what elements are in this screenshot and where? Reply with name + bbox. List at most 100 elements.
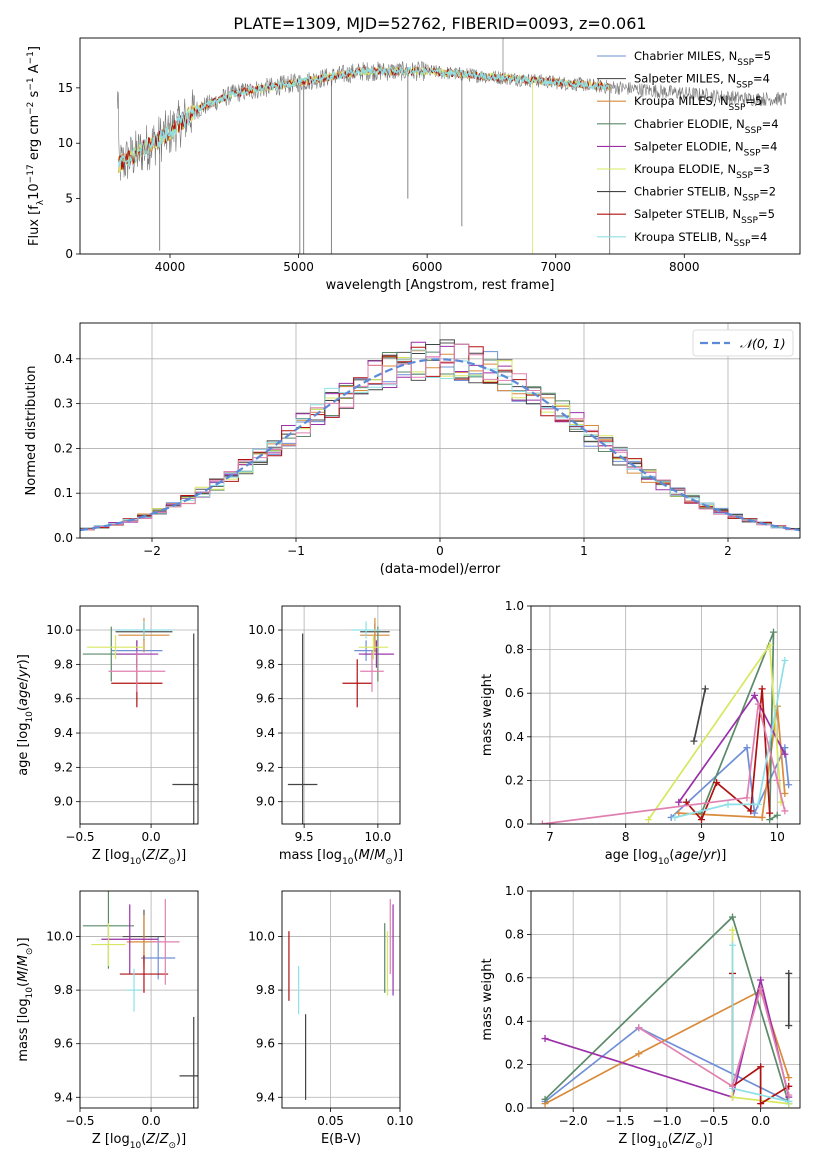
y-tick-label: 0.8 <box>505 643 524 657</box>
y-tick-label: 10.0 <box>46 930 73 944</box>
x-tick-label: −2.0 <box>559 1114 588 1128</box>
x-axis-label: Z [log10(Z/Z⊙)] <box>92 848 186 867</box>
legend-entry: Chabrier MILES, NSSP=5 <box>634 49 771 68</box>
x-tick-label: −0.5 <box>699 1114 728 1128</box>
weight-series <box>638 985 790 1096</box>
weight-point <box>729 941 737 949</box>
plot-area-residuals <box>80 339 800 538</box>
y-tick-label: 0.4 <box>54 352 73 366</box>
x-axis-label: mass [log10(M/M⊙)] <box>279 848 403 867</box>
axes-frame <box>79 605 199 825</box>
weight-point <box>754 700 762 708</box>
y-tick-label: 9.6 <box>256 1037 275 1051</box>
y-tick-label: 10.0 <box>46 623 73 637</box>
y-tick-label: 9.8 <box>256 657 275 671</box>
weight-point <box>690 737 698 745</box>
weight-point <box>785 781 793 789</box>
weight-point <box>754 800 762 808</box>
x-axis-label: E(B-V) <box>321 1132 361 1147</box>
axes-frame <box>281 890 401 1109</box>
weight-point <box>675 809 683 817</box>
x-tick-label: 10 <box>770 830 785 844</box>
weight-point <box>538 820 546 824</box>
x-axis-label: Z [log10(Z/Z⊙)] <box>92 1132 186 1151</box>
panel-residuals: −2 −1 0 1 2 0.0 0.1 0.2 0.3 0.4 (data-model)/error… <box>24 322 801 577</box>
weight-point <box>785 969 793 977</box>
y-tick-label: 1.0 <box>505 884 524 898</box>
figure-title: PLATE=1309, MJD=52762, FIBERID=0093, z=0… <box>233 14 646 33</box>
weight-point <box>757 1100 765 1108</box>
weight-point <box>781 657 789 664</box>
weight-series <box>674 660 786 819</box>
plot-area-mass_vs_Z <box>82 891 198 1108</box>
weight-point <box>781 789 789 797</box>
weight-point <box>773 776 781 784</box>
y-axis-label: mass weight <box>480 674 495 756</box>
weight-point <box>785 1091 793 1099</box>
x-tick-label: 1 <box>580 544 588 558</box>
axes-frame <box>530 605 801 825</box>
legend-entry: Salpeter MILES, NSSP=4 <box>634 72 770 91</box>
x-tick-label: 0.05 <box>317 1114 344 1128</box>
y-tick-label: 9.8 <box>256 983 275 997</box>
y-tick-label: 10.0 <box>248 930 275 944</box>
y-tick-label: 0.8 <box>505 927 524 941</box>
y-axis-label: Flux [fλ10−17 erg cm−2 s−1 A−1] <box>26 46 46 246</box>
x-tick-label: 9.5 <box>295 830 314 844</box>
y-tick-label: 0.2 <box>505 773 524 787</box>
panel-weight_vs_Z: −2.0 −1.5 −1.0 −0.5 0.0 0.0 0.2 0.4 0.6 0.8 1.0 Z [… <box>480 884 801 1151</box>
x-tick-label: 0.0 <box>142 830 161 844</box>
weight-point <box>713 779 721 787</box>
normal-curve <box>80 358 800 532</box>
weight-point <box>541 1095 549 1103</box>
axes-frame <box>530 890 801 1109</box>
panel-age_vs_mass: 9.5 10.0 9.0 9.2 9.4 9.6 9.8 10.0 mass [log10(M/… <box>248 605 403 867</box>
panel-weight_vs_age: 7 8 9 10 0.0 0.2 0.4 0.6 0.8 1.0 age [log10(age/yr… <box>480 599 801 867</box>
weight-point <box>773 811 781 819</box>
weight-point <box>724 800 732 808</box>
weight-point <box>635 1024 643 1032</box>
y-tick-label: 0.1 <box>54 486 73 500</box>
x-tick-label: 6000 <box>412 260 443 274</box>
weight-series <box>544 989 790 1105</box>
x-tick-label: −1.5 <box>605 1114 634 1128</box>
legend-entry: Chabrier ELODIE, NSSP=4 <box>634 117 779 136</box>
y-tick-label: 0.0 <box>505 1101 524 1115</box>
legend-entry: Kroupa MILES, NSSP=5 <box>634 94 762 113</box>
weight-point <box>701 685 709 693</box>
x-tick-label: 7 <box>546 830 554 844</box>
y-tick-label: 9.4 <box>54 726 73 740</box>
weight-point <box>781 750 789 758</box>
y-tick-label: 9.4 <box>256 726 275 740</box>
x-tick-label: 8 <box>622 830 630 844</box>
x-tick-label: 4000 <box>155 260 186 274</box>
y-tick-label: 0.2 <box>54 441 73 455</box>
weight-point <box>758 813 766 821</box>
x-tick-label: 2 <box>724 544 732 558</box>
legend-entry: Salpeter ELODIE, NSSP=4 <box>634 139 777 158</box>
residual-legend: 𝒩(0, 1) <box>692 329 794 357</box>
y-tick-label: 0.6 <box>505 971 524 985</box>
panel-mass_vs_Z: −0.5 0.0 9.4 9.6 9.8 10.0 Z [log10(Z/Z⊙)] mass … <box>16 890 199 1151</box>
weight-point <box>747 807 755 815</box>
legend-entry: Kroupa STELIB, NSSP=4 <box>634 230 767 249</box>
weight-point <box>697 816 705 824</box>
x-tick-label: 0.0 <box>751 1114 770 1128</box>
weight-point <box>671 813 679 821</box>
weight-point <box>751 809 759 817</box>
x-tick-label: 9 <box>698 830 706 844</box>
weight-point <box>781 807 789 815</box>
y-tick-label: 9.2 <box>256 760 275 774</box>
y-axis-label: age [log10(age/yr)] <box>16 654 35 776</box>
weight-point <box>743 744 751 752</box>
axes-frame <box>79 37 801 255</box>
weight-point <box>682 798 690 806</box>
y-tick-label: 9.2 <box>54 760 73 774</box>
panel-age_vs_Z: −0.5 0.0 9.0 9.2 9.4 9.6 9.8 10.0 Z [log10(Z/Z⊙)… <box>16 605 199 867</box>
y-tick-label: 0.4 <box>505 730 524 744</box>
y-tick-label: 0 <box>65 247 73 261</box>
x-tick-label: −0.5 <box>65 1114 94 1128</box>
axes-frame <box>79 890 199 1109</box>
weight-series <box>678 706 786 819</box>
weight-point <box>758 685 766 693</box>
